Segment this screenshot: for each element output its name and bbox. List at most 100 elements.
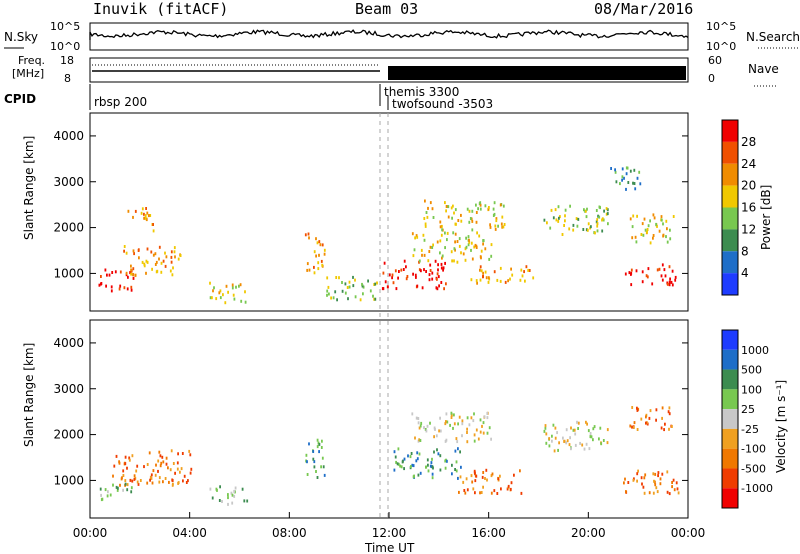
data-cell <box>475 474 478 478</box>
data-cell <box>589 432 592 435</box>
data-cell <box>594 231 596 235</box>
data-cell <box>480 249 483 253</box>
data-cell <box>633 168 636 172</box>
data-cell <box>510 267 512 271</box>
data-cell <box>655 222 657 226</box>
data-cell <box>661 416 663 420</box>
data-cell <box>431 472 434 476</box>
data-cell <box>432 216 435 219</box>
data-cell <box>550 208 553 212</box>
data-cell <box>406 275 409 278</box>
data-cell <box>415 459 418 463</box>
data-cell <box>190 467 193 471</box>
data-cell <box>442 268 444 272</box>
data-cell <box>610 167 612 170</box>
data-cell <box>552 423 555 427</box>
data-cell <box>463 489 466 492</box>
data-cell <box>426 424 429 428</box>
data-cell <box>150 473 153 477</box>
data-cell <box>647 267 650 271</box>
data-cell <box>482 471 485 474</box>
data-cell <box>437 268 439 272</box>
data-cell <box>107 490 109 494</box>
data-cell <box>648 416 651 420</box>
data-cell <box>435 286 438 290</box>
freq-left-label-2: [MHz] <box>12 67 44 80</box>
data-cell <box>393 468 396 472</box>
colorbar-swatch <box>722 229 738 252</box>
data-cell <box>475 220 478 224</box>
data-cell <box>592 438 594 442</box>
data-cell <box>564 208 567 212</box>
data-cell <box>164 477 167 480</box>
data-cell <box>445 412 448 416</box>
colorbar-swatch <box>722 389 738 410</box>
data-cell <box>592 427 595 431</box>
data-cell <box>122 488 124 492</box>
data-cell <box>306 473 309 476</box>
data-cell <box>227 496 229 500</box>
data-cell <box>544 424 547 428</box>
data-cell <box>629 169 632 173</box>
data-cell <box>479 491 481 495</box>
data-cell <box>403 457 406 461</box>
data-cell <box>369 289 372 293</box>
data-cell <box>100 282 103 285</box>
data-cell <box>414 436 416 440</box>
data-cell <box>313 460 316 464</box>
data-cell <box>171 273 174 277</box>
data-cell <box>158 450 161 454</box>
data-cell <box>465 477 468 481</box>
data-cell <box>128 456 131 460</box>
data-cell <box>621 178 623 182</box>
y-tick-label: 2000 <box>53 221 84 235</box>
data-cell <box>590 225 592 229</box>
data-cell <box>495 219 498 223</box>
data-cell <box>179 254 182 257</box>
data-cell <box>632 478 635 482</box>
data-cell <box>458 415 461 419</box>
station-title: Inuvik (fitACF) <box>93 0 229 18</box>
data-cell <box>633 182 636 185</box>
data-cell <box>671 425 673 428</box>
data-cell <box>394 269 397 273</box>
data-cell <box>436 448 438 452</box>
data-cell <box>119 483 121 487</box>
data-cell <box>188 449 191 453</box>
data-cell <box>438 284 440 288</box>
data-cell <box>124 462 127 466</box>
data-cell <box>585 420 587 424</box>
data-cell <box>561 233 564 236</box>
data-cell <box>146 463 149 466</box>
data-cell <box>162 259 165 263</box>
data-cell <box>668 492 671 496</box>
data-cell <box>419 439 422 442</box>
data-cell <box>306 460 308 464</box>
x-tick-label: 08:00 <box>272 526 307 540</box>
data-cell <box>414 273 417 277</box>
data-cell <box>482 421 485 425</box>
data-cell <box>473 469 476 473</box>
data-cell <box>546 221 548 225</box>
data-cell <box>132 267 135 271</box>
data-cell <box>643 217 646 221</box>
data-cell <box>128 458 131 462</box>
data-cell <box>649 219 651 223</box>
data-cell <box>521 274 524 278</box>
data-cell <box>412 254 415 258</box>
data-cell <box>123 249 125 253</box>
data-cell <box>392 281 395 285</box>
data-cell <box>446 420 449 424</box>
data-cell <box>399 464 401 468</box>
data-cell <box>412 464 415 468</box>
data-cell <box>660 274 663 278</box>
data-cell <box>450 411 453 415</box>
data-cell <box>672 478 675 482</box>
data-cell <box>323 248 326 252</box>
data-cell <box>321 263 324 267</box>
data-cell <box>132 249 135 253</box>
data-cell <box>145 207 147 210</box>
data-cell <box>400 268 403 272</box>
data-cell <box>455 460 458 464</box>
data-cell <box>511 273 514 277</box>
